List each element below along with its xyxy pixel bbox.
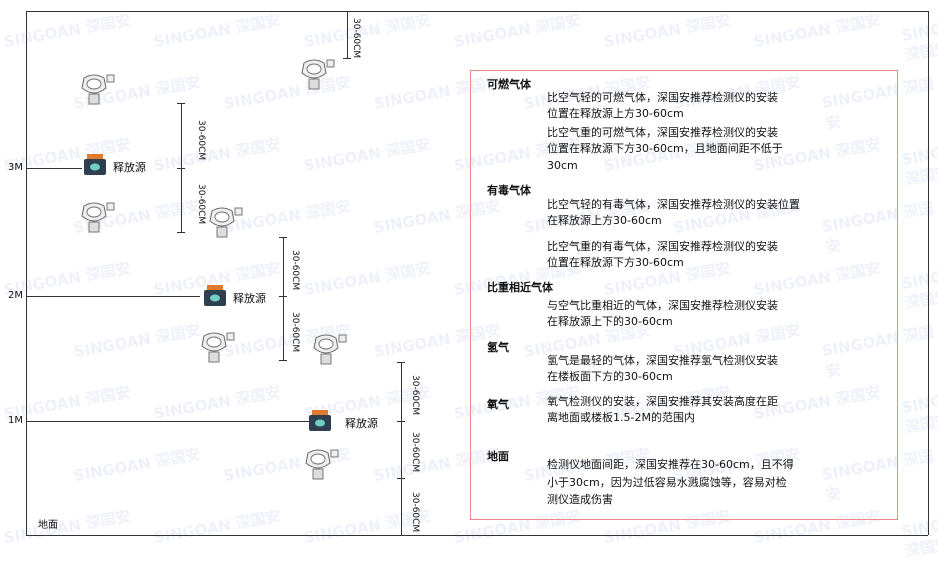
release-source-icon <box>203 285 227 307</box>
section-text-line: 在释放源上方30-60cm <box>547 214 662 227</box>
watermark: SINGOAN 深国安 <box>72 445 202 485</box>
section-heading: 氢气 <box>487 341 509 354</box>
gas-detector-icon <box>80 72 116 106</box>
ground-label: 地面 <box>38 520 58 531</box>
section-heading: 比重相近气体 <box>487 281 553 294</box>
section-text-line: 比空气轻的可燃气体，深国安推荐检测仪的安装 <box>547 91 778 104</box>
section-heading: 氧气 <box>487 398 509 411</box>
dimension-label: 30-60CM <box>410 492 420 533</box>
gas-detector-icon <box>200 330 236 364</box>
gas-detector-icon <box>208 205 244 239</box>
watermark: SINGOAN 深国安 <box>899 385 938 437</box>
dimension-label: 30-60CM <box>351 18 361 59</box>
level-1m: 1M <box>8 415 23 426</box>
section-text-line: 小于30cm，因为过低容易水溅腐蚀等，容易对检 <box>547 476 787 489</box>
section-heading: 可燃气体 <box>487 78 531 91</box>
dimension-label: 30-60CM <box>290 250 300 291</box>
source-label: 释放源 <box>113 161 146 174</box>
gas-detector-icon <box>312 332 348 366</box>
gas-detector-icon <box>300 57 336 91</box>
section-text-line: 氢气是最轻的气体，深国安推荐氢气检测仪安装 <box>547 354 778 367</box>
watermark: SINGOAN 深国安 <box>899 261 938 313</box>
section-text-line: 在释放源上下的30-60cm <box>547 315 673 328</box>
watermark: SINGOAN 深国安 <box>152 383 282 423</box>
source-label: 释放源 <box>233 292 266 305</box>
dimension-label: 30-60CM <box>196 120 206 161</box>
gas-detector-icon <box>304 447 340 481</box>
watermark: SINGOAN 深国安 <box>452 11 582 51</box>
watermark: SINGOAN 深国安 <box>302 259 432 299</box>
section-text-line: 在楼板面下方的30-60cm <box>547 370 673 383</box>
section-heading: 有毒气体 <box>487 184 531 197</box>
dimension-label: 30-60CM <box>410 432 420 473</box>
gas-detector-icon <box>80 200 116 234</box>
level-3m: 3M <box>8 162 23 173</box>
section-text-line: 离地面或楼板1.5-2M的范围内 <box>547 411 695 424</box>
watermark: SINGOAN 深国安 <box>302 135 432 175</box>
watermark: SINGOAN 深国安 <box>899 137 938 189</box>
section-text-line: 位置在释放源下方30-60cm，且地面间距不低于 <box>547 142 783 155</box>
section-text-line: 与空气比重相近的气体，深国安推荐检测仪安装 <box>547 299 778 312</box>
watermark: SINGOAN 深国安 <box>302 11 432 51</box>
watermark: SINGOAN 深国安 <box>602 11 732 51</box>
dimension-label: 30-60CM <box>196 184 206 225</box>
section-text-line: 测仪造成伤害 <box>547 493 613 506</box>
section-text-line: 比空气轻的有毒气体，深国安推荐检测仪的安装位置 <box>547 198 800 211</box>
release-source-icon <box>308 410 332 432</box>
dimension-label: 30-60CM <box>410 375 420 416</box>
section-text-line: 位置在释放源上方30-60cm <box>547 107 684 120</box>
watermark: SINGOAN 深国安 <box>152 11 282 51</box>
watermark: SINGOAN 深国安 <box>752 11 882 51</box>
watermark: SINGOAN 深国安 <box>2 507 132 547</box>
section-text-line: 30cm <box>547 159 578 172</box>
watermark: SINGOAN 深国安 <box>152 507 282 547</box>
watermark: SINGOAN 深国安 <box>72 321 202 361</box>
section-text-line: 位置在释放源下方30-60cm <box>547 256 684 269</box>
level-2m: 2M <box>8 290 23 301</box>
section-text-line: 检测仪地面间距，深国安推荐在30-60cm，且不得 <box>547 458 794 471</box>
section-text-line: 比空气重的可燃气体，深国安推荐检测仪的安装 <box>547 126 778 139</box>
section-text-line: 比空气重的有毒气体，深国安推荐检测仪的安装 <box>547 240 778 253</box>
source-label: 释放源 <box>345 417 378 430</box>
section-text-line: 氧气检测仪的安装，深国安推荐其安装高度在距 <box>547 395 778 408</box>
release-source-icon <box>83 154 107 176</box>
watermark: SINGOAN 深国安 <box>899 13 938 65</box>
watermark: SINGOAN 深国安 <box>2 11 132 51</box>
section-heading: 地面 <box>487 450 509 463</box>
installation-guide-panel: 可燃气体比空气轻的可燃气体，深国安推荐检测仪的安装 位置在释放源上方30-60cm… <box>470 70 898 520</box>
watermark: SINGOAN 深国安 <box>152 135 282 175</box>
dimension-label: 30-60CM <box>290 312 300 353</box>
